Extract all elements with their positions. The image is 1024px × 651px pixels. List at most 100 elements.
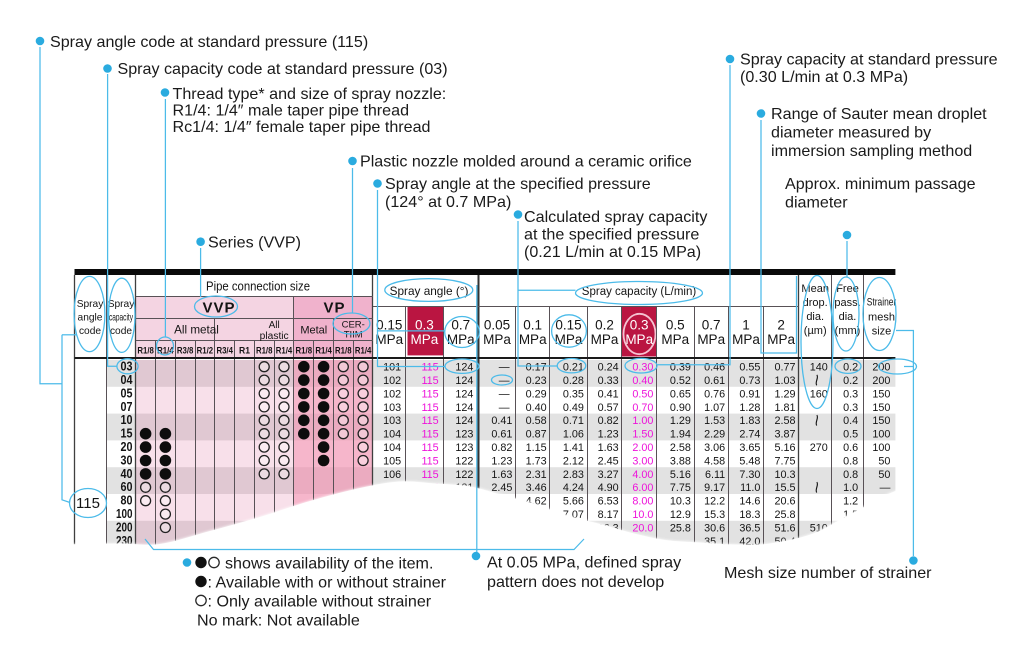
svg-text:drop.: drop. bbox=[803, 297, 828, 309]
svg-text:0.3: 0.3 bbox=[843, 402, 858, 414]
svg-text:2: 2 bbox=[777, 318, 785, 333]
svg-text:10.0: 10.0 bbox=[632, 509, 653, 521]
svg-text:30.6: 30.6 bbox=[704, 522, 725, 534]
svg-text:size: size bbox=[872, 326, 892, 338]
svg-text:115: 115 bbox=[421, 415, 438, 427]
svg-text:103: 103 bbox=[383, 415, 401, 427]
svg-text:Rc1/4: 1/4″ female taper pipe: Rc1/4: 1/4″ female taper pipe thread bbox=[173, 118, 431, 136]
svg-text:124: 124 bbox=[455, 415, 473, 427]
svg-text:Approx. minimum passage: Approx. minimum passage bbox=[785, 175, 976, 193]
svg-text:0.76: 0.76 bbox=[704, 388, 725, 400]
svg-text:0.7: 0.7 bbox=[451, 318, 470, 333]
svg-text:1.00: 1.00 bbox=[632, 415, 653, 427]
svg-text:: Available with or without st: : Available with or without strainer bbox=[208, 574, 447, 592]
svg-text:115: 115 bbox=[421, 375, 438, 387]
svg-text:R1/8: R1/8 bbox=[296, 345, 313, 356]
svg-text:0.5: 0.5 bbox=[666, 318, 685, 333]
svg-text:100: 100 bbox=[872, 442, 890, 454]
svg-text:115: 115 bbox=[421, 402, 438, 414]
svg-text:0.52: 0.52 bbox=[670, 375, 691, 387]
svg-text:106: 106 bbox=[383, 469, 401, 481]
svg-text:2.83: 2.83 bbox=[563, 469, 584, 481]
svg-text:160: 160 bbox=[810, 388, 828, 400]
svg-text:0.55: 0.55 bbox=[739, 362, 760, 374]
svg-text:5.66: 5.66 bbox=[563, 496, 584, 508]
svg-text:dia.: dia. bbox=[806, 311, 824, 323]
svg-text:6.11: 6.11 bbox=[705, 469, 725, 481]
svg-text:140: 140 bbox=[810, 362, 828, 374]
svg-text:11.0: 11.0 bbox=[740, 482, 760, 494]
svg-text:10: 10 bbox=[121, 412, 133, 427]
svg-text:1.0: 1.0 bbox=[843, 482, 858, 494]
svg-text:1.94: 1.94 bbox=[670, 429, 691, 441]
svg-text:0.3: 0.3 bbox=[630, 318, 649, 333]
svg-text:VVP: VVP bbox=[202, 300, 235, 317]
svg-text:Metal: Metal bbox=[300, 324, 327, 336]
svg-text:Thread type* and size of spray: Thread type* and size of spray nozzle: bbox=[173, 85, 447, 103]
svg-text:0.90: 0.90 bbox=[670, 402, 691, 414]
svg-text:115: 115 bbox=[421, 455, 438, 467]
svg-text:mesh: mesh bbox=[868, 311, 895, 323]
svg-text:Mesh size number of strainer: Mesh size number of strainer bbox=[724, 564, 932, 582]
svg-text:0.15: 0.15 bbox=[555, 318, 581, 333]
svg-text:200: 200 bbox=[872, 362, 890, 374]
svg-text:3.87: 3.87 bbox=[774, 429, 795, 441]
svg-text:0.30: 0.30 bbox=[632, 362, 653, 374]
svg-text:Spray angle (°): Spray angle (°) bbox=[390, 284, 469, 298]
svg-text:0.91: 0.91 bbox=[739, 388, 760, 400]
svg-text:07: 07 bbox=[121, 399, 133, 414]
svg-text:0.05: 0.05 bbox=[484, 318, 510, 333]
svg-text:0.3: 0.3 bbox=[843, 388, 858, 400]
svg-text:04: 04 bbox=[121, 372, 134, 387]
svg-text:101: 101 bbox=[383, 362, 401, 374]
svg-text:1.81: 1.81 bbox=[774, 402, 795, 414]
svg-text:1.23: 1.23 bbox=[598, 429, 619, 441]
svg-text:MPa: MPa bbox=[661, 332, 689, 347]
svg-text:1.15: 1.15 bbox=[526, 442, 547, 454]
svg-text:0.71: 0.71 bbox=[563, 415, 584, 427]
svg-text:immersion sampling method: immersion sampling method bbox=[771, 142, 972, 160]
svg-text:0.49: 0.49 bbox=[563, 402, 584, 414]
svg-text:code: code bbox=[79, 326, 101, 337]
svg-text:7.75: 7.75 bbox=[774, 455, 795, 467]
svg-text:2.58: 2.58 bbox=[670, 442, 691, 454]
svg-text:pass.: pass. bbox=[834, 297, 860, 309]
svg-text:—: — bbox=[499, 388, 510, 400]
svg-text:pattern does not develop: pattern does not develop bbox=[487, 573, 664, 591]
svg-text:diameter measured by: diameter measured by bbox=[771, 124, 932, 142]
svg-text:10.3: 10.3 bbox=[670, 496, 691, 508]
svg-text:03: 03 bbox=[121, 359, 133, 374]
svg-text:R1/4: R1/4 bbox=[157, 345, 174, 356]
svg-text:capacity: capacity bbox=[109, 313, 134, 324]
svg-text:Pipe connection size: Pipe connection size bbox=[206, 279, 310, 293]
svg-text:123: 123 bbox=[455, 429, 473, 441]
svg-text:20.0: 20.0 bbox=[632, 522, 653, 534]
svg-text:0.41: 0.41 bbox=[598, 388, 619, 400]
svg-text:0.58: 0.58 bbox=[526, 415, 547, 427]
svg-text:CER-: CER- bbox=[342, 320, 365, 331]
svg-text:3.00: 3.00 bbox=[632, 455, 653, 467]
svg-text:25.8: 25.8 bbox=[774, 509, 795, 521]
svg-text:No mark: Not available: No mark: Not available bbox=[197, 612, 360, 630]
svg-text:—: — bbox=[499, 362, 510, 374]
svg-text:25.8: 25.8 bbox=[670, 522, 691, 534]
svg-text:0.61: 0.61 bbox=[704, 375, 725, 387]
svg-text:1.28: 1.28 bbox=[739, 402, 760, 414]
svg-text:8.00: 8.00 bbox=[632, 496, 653, 508]
svg-text:6.53: 6.53 bbox=[598, 496, 619, 508]
svg-text:0.40: 0.40 bbox=[526, 402, 547, 414]
svg-text:—: — bbox=[499, 402, 510, 414]
svg-text:code: code bbox=[110, 326, 132, 337]
svg-text:0.39: 0.39 bbox=[670, 362, 691, 374]
svg-text:dia.: dia. bbox=[839, 311, 857, 323]
svg-text:0.3: 0.3 bbox=[415, 318, 434, 333]
svg-text:6.00: 6.00 bbox=[632, 482, 653, 494]
svg-text:1.63: 1.63 bbox=[491, 469, 512, 481]
svg-text:102: 102 bbox=[383, 388, 401, 400]
svg-text:0.6: 0.6 bbox=[843, 442, 858, 454]
svg-text:0.2: 0.2 bbox=[843, 362, 858, 374]
svg-text:5.48: 5.48 bbox=[739, 455, 760, 467]
svg-text:0.15: 0.15 bbox=[376, 318, 402, 333]
svg-text:115: 115 bbox=[421, 429, 438, 441]
svg-text:2.12: 2.12 bbox=[563, 455, 584, 467]
